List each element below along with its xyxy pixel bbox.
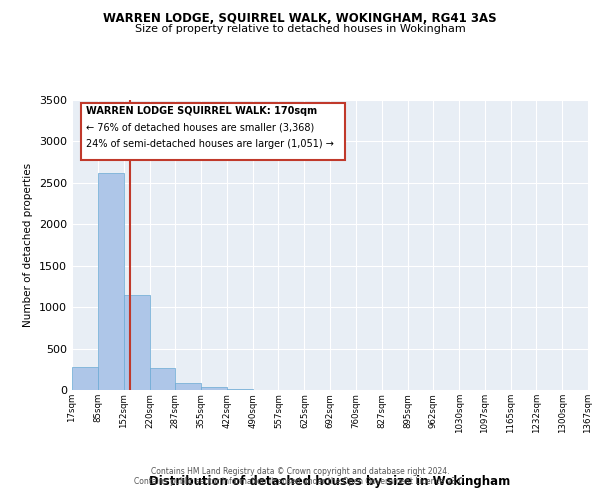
Bar [98,173,124,390]
Bar [124,294,149,390]
Bar [72,367,98,390]
Bar [227,389,253,390]
Bar [175,384,201,390]
Y-axis label: Number of detached properties: Number of detached properties [23,163,34,327]
Text: WARREN LODGE, SQUIRREL WALK, WOKINGHAM, RG41 3AS: WARREN LODGE, SQUIRREL WALK, WOKINGHAM, … [103,12,497,26]
Text: WARREN LODGE SQUIRREL WALK: 170sqm: WARREN LODGE SQUIRREL WALK: 170sqm [86,106,317,117]
Text: Size of property relative to detached houses in Wokingham: Size of property relative to detached ho… [134,24,466,34]
Bar [201,386,227,390]
Text: Contains HM Land Registry data © Crown copyright and database right 2024.: Contains HM Land Registry data © Crown c… [151,467,449,476]
Bar [149,368,175,390]
Text: Contains public sector information licensed under the Open Government Licence v3: Contains public sector information licen… [134,477,466,486]
X-axis label: Distribution of detached houses by size in Wokingham: Distribution of detached houses by size … [149,475,511,488]
Text: 24% of semi-detached houses are larger (1,051) →: 24% of semi-detached houses are larger (… [86,140,334,149]
Text: ← 76% of detached houses are smaller (3,368): ← 76% of detached houses are smaller (3,… [86,123,314,133]
